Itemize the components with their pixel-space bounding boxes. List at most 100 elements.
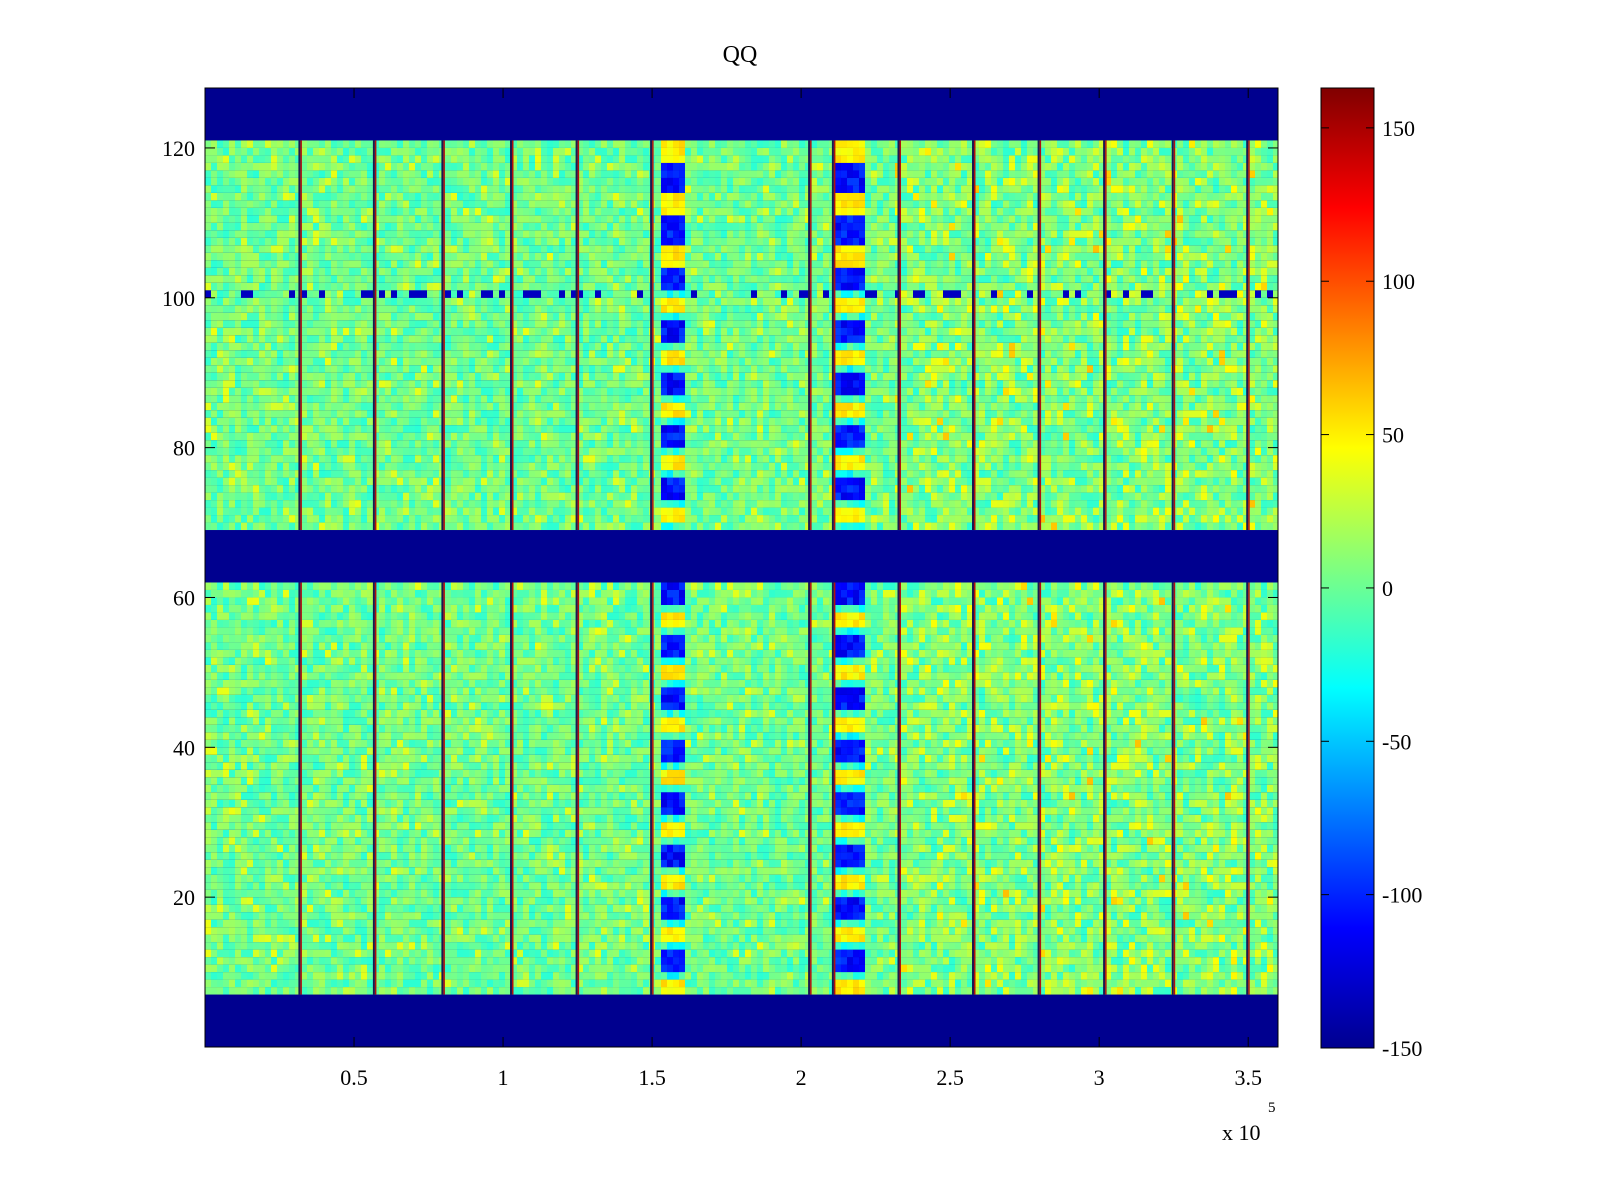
heatmap-cell xyxy=(841,814,847,823)
heatmap-cell xyxy=(997,837,1003,845)
heatmap-cell xyxy=(661,957,667,965)
heatmap-cell xyxy=(1093,912,1099,920)
heatmap-cell xyxy=(1159,829,1165,838)
heatmap-cell xyxy=(667,904,673,913)
heatmap-cell xyxy=(1243,927,1249,935)
heatmap-cell xyxy=(1015,784,1021,793)
heatmap-cell xyxy=(1021,897,1027,905)
heatmap-cell xyxy=(481,979,487,988)
heatmap-cell xyxy=(289,927,295,935)
heatmap-cell xyxy=(355,987,361,995)
heatmap-cell xyxy=(937,822,943,830)
heatmap-cell xyxy=(949,942,955,950)
heatmap-cell xyxy=(493,934,499,943)
heatmap-cell xyxy=(697,852,703,860)
heatmap-cell xyxy=(427,919,433,928)
heatmap-cell xyxy=(379,784,385,793)
heatmap-cell xyxy=(781,829,787,838)
heatmap-cell xyxy=(433,987,439,995)
heatmap-cell xyxy=(1159,934,1165,943)
heatmap-cell xyxy=(925,837,931,845)
heatmap-cell xyxy=(595,829,601,838)
heatmap-cell xyxy=(535,972,541,980)
heatmap-cell xyxy=(505,837,511,845)
heatmap-cell xyxy=(271,844,277,853)
heatmap-cell xyxy=(469,979,475,988)
heatmap-cell xyxy=(841,972,847,980)
heatmap-cell xyxy=(1111,859,1117,868)
heatmap-cell xyxy=(601,822,607,830)
heatmap-cell xyxy=(547,792,553,800)
heatmap-cell xyxy=(463,964,469,973)
heatmap-cell xyxy=(211,844,217,853)
heatmap-cell xyxy=(319,904,325,913)
heatmap-cell xyxy=(253,822,259,830)
heatmap-cell xyxy=(1027,964,1033,973)
heatmap-cell xyxy=(823,807,829,815)
heatmap-cell xyxy=(1063,807,1069,815)
heatmap-cell xyxy=(781,837,787,845)
heatmap-cell xyxy=(841,837,847,845)
heatmap-cell xyxy=(1255,867,1261,875)
heatmap-cell xyxy=(847,852,853,860)
heatmap-cell xyxy=(271,882,277,890)
heatmap-cell xyxy=(985,852,991,860)
heatmap-cell xyxy=(961,792,967,800)
heatmap-cell xyxy=(433,859,439,868)
heatmap-cell xyxy=(1213,972,1219,980)
heatmap-cell xyxy=(433,949,439,958)
heatmap-cell xyxy=(205,987,211,995)
heatmap-cell xyxy=(1225,882,1231,890)
heatmap-cell xyxy=(709,799,715,808)
heatmap-cell xyxy=(913,934,919,943)
heatmap-cell xyxy=(739,904,745,913)
heatmap-cell xyxy=(625,882,631,890)
heatmap-cell xyxy=(205,784,211,793)
heatmap-cell xyxy=(703,949,709,958)
heatmap-cell xyxy=(523,792,529,800)
heatmap-cell xyxy=(691,979,697,988)
heatmap-cell xyxy=(343,912,349,920)
heatmap-cell xyxy=(499,837,505,845)
heatmap-cell xyxy=(1063,934,1069,943)
heatmap-cell xyxy=(511,987,517,995)
heatmap-cell xyxy=(1123,852,1129,860)
heatmap-cell xyxy=(1111,889,1117,898)
heatmap-cell xyxy=(1183,792,1189,800)
heatmap-cell xyxy=(685,822,691,830)
heatmap-cell xyxy=(511,904,517,913)
heatmap-cell xyxy=(1201,844,1207,853)
heatmap-cell xyxy=(271,852,277,860)
heatmap-cell xyxy=(1105,784,1111,793)
heatmap-cell xyxy=(1003,949,1009,958)
heatmap-cell xyxy=(907,979,913,988)
heatmap-cell xyxy=(541,972,547,980)
heatmap-cell xyxy=(247,904,253,913)
heatmap-cell xyxy=(433,829,439,838)
heatmap-cell xyxy=(1213,904,1219,913)
heatmap-cell xyxy=(259,874,265,883)
heatmap-cell xyxy=(883,949,889,958)
heatmap-cell xyxy=(1051,814,1057,823)
heatmap-cell xyxy=(607,784,613,793)
heatmap-cell xyxy=(853,799,859,808)
heatmap-cell xyxy=(919,904,925,913)
heatmap-cell xyxy=(1009,829,1015,838)
heatmap-cell xyxy=(979,934,985,943)
heatmap-cell xyxy=(1213,919,1219,928)
heatmap-cell xyxy=(757,957,763,965)
heatmap-cell xyxy=(397,889,403,898)
heatmap-cell xyxy=(361,807,367,815)
heatmap-cell xyxy=(1213,912,1219,920)
heatmap-cell xyxy=(691,792,697,800)
heatmap-cell xyxy=(691,852,697,860)
heatmap-cell xyxy=(775,807,781,815)
heatmap-cell xyxy=(253,852,259,860)
heatmap-cell xyxy=(1177,964,1183,973)
heatmap-cell xyxy=(847,874,853,883)
heatmap-cell xyxy=(1165,904,1171,913)
heatmap-cell xyxy=(853,919,859,928)
heatmap-cell xyxy=(259,814,265,823)
heatmap-cell xyxy=(1255,837,1261,845)
heatmap-cell xyxy=(1231,897,1237,905)
